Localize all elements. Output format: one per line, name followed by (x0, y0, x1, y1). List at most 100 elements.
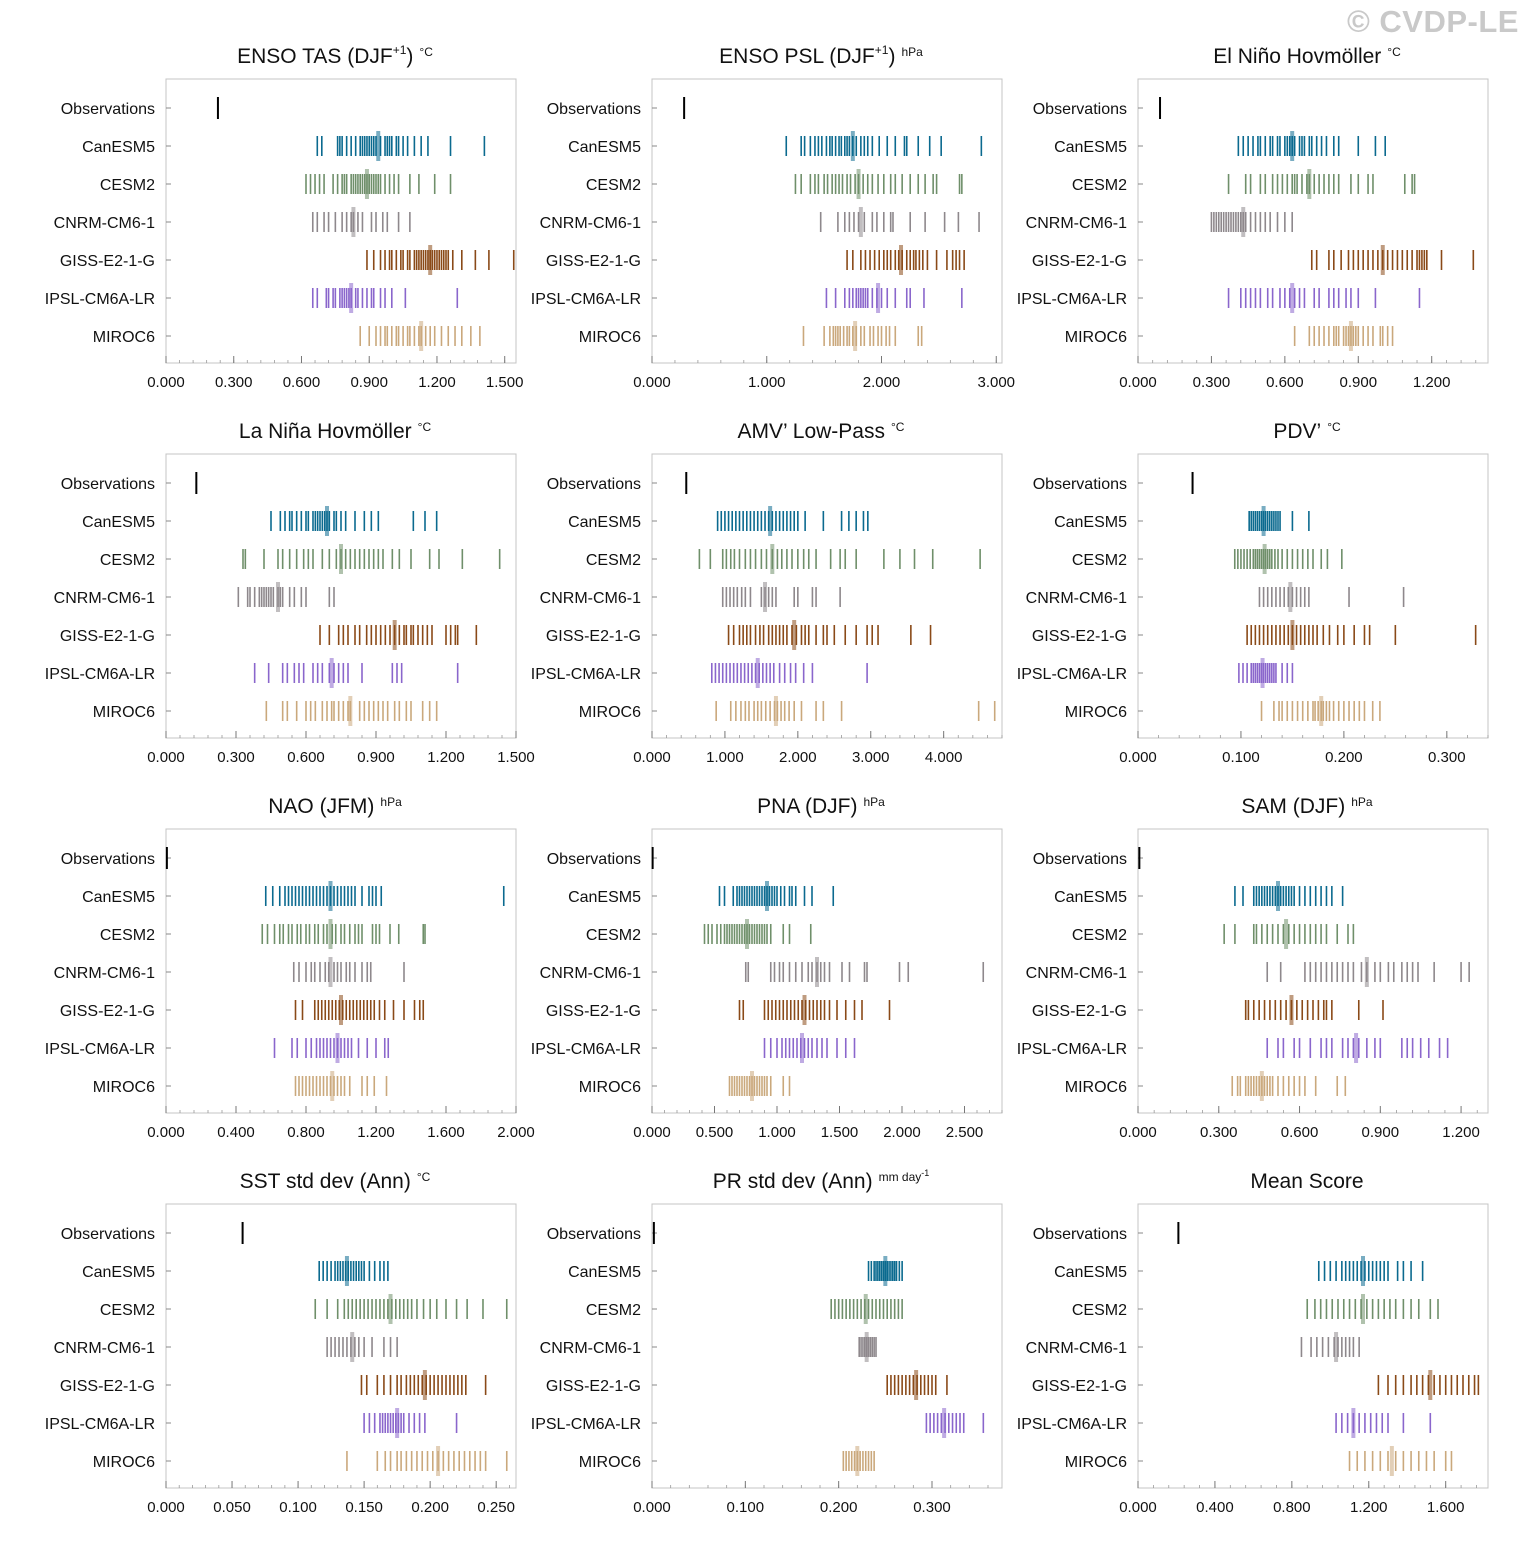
units-label: hPa (1351, 795, 1373, 809)
row-label-cnrm-cm6-1: CNRM-CM6-1 (1026, 215, 1127, 232)
panel-title: PR std dev (Ann) mm day-1 (713, 1168, 930, 1193)
row-label-giss-e2-1-g: GISS-E2-1-G (1032, 1378, 1127, 1395)
row-label-observations: Observations (547, 1226, 641, 1243)
row-label-ipsl-cm6a-lr: IPSL-CM6A-LR (1017, 666, 1127, 683)
units-label: °C (417, 1170, 431, 1184)
panel-pdv: PDV’ °C Observations CanESM5 CESM2 CNRM-CM6-1… (1017, 420, 1489, 766)
series-giss-e2-1-g (727, 620, 932, 650)
row-label-giss-e2-1-g: GISS-E2-1-G (60, 628, 155, 645)
x-tick-label: 0.900 (350, 374, 388, 391)
row-label-cesm2: CESM2 (100, 177, 155, 194)
x-tick-label: 0.000 (633, 1124, 671, 1141)
x-tick-label: 0.100 (279, 1499, 317, 1516)
row-label-miroc6: MIROC6 (1065, 329, 1127, 346)
plot-frame (165, 1203, 517, 1489)
row-label-cnrm-cm6-1: CNRM-CM6-1 (540, 965, 641, 982)
x-tick-label: 0.800 (287, 1124, 325, 1141)
series-ipsl-cm6a-lr (363, 1408, 458, 1438)
series-canesm5 (316, 131, 486, 161)
x-tick-label: 1.200 (1350, 1499, 1388, 1516)
series-ipsl-cm6a-lr (1266, 1033, 1449, 1063)
row-label-canesm5: CanESM5 (82, 514, 155, 531)
series-cesm2 (242, 544, 501, 574)
series-miroc6 (265, 696, 438, 726)
x-tick-label: 0.400 (1196, 1499, 1234, 1516)
row-label-observations: Observations (1033, 851, 1127, 868)
x-tick-label: 1.200 (1413, 374, 1451, 391)
panel-title: El Niño Hovmöller °C (1213, 45, 1401, 68)
series-miroc6 (802, 321, 923, 351)
x-tick-label: 0.050 (213, 1499, 251, 1516)
series-cnrm-cm6-1 (292, 957, 405, 987)
row-label-cesm2: CESM2 (100, 927, 155, 944)
row-label-cnrm-cm6-1: CNRM-CM6-1 (540, 590, 641, 607)
x-tick-label: 2.000 (497, 1124, 535, 1141)
row-label-miroc6: MIROC6 (579, 329, 641, 346)
series-giss-e2-1-g (366, 245, 515, 275)
x-tick-label: 0.000 (147, 749, 185, 766)
series-canesm5 (270, 506, 438, 536)
row-label-ipsl-cm6a-lr: IPSL-CM6A-LR (1017, 1041, 1127, 1058)
series-cesm2 (794, 169, 963, 199)
panel-nao-jfm: NAO (JFM) hPa Observations CanESM5 CESM2 CNRM… (45, 795, 535, 1141)
x-tick-label: 0.000 (1119, 374, 1157, 391)
x-tick-label: 0.100 (1222, 749, 1260, 766)
row-label-observations: Observations (547, 101, 641, 118)
series-cnrm-cm6-1 (1266, 957, 1470, 987)
x-tick-label: 1.200 (357, 1124, 395, 1141)
x-tick-label: 0.200 (411, 1499, 449, 1516)
x-tick-label: 1.500 (486, 374, 524, 391)
row-label-giss-e2-1-g: GISS-E2-1-G (60, 1003, 155, 1020)
row-label-cnrm-cm6-1: CNRM-CM6-1 (540, 215, 641, 232)
series-cnrm-cm6-1 (326, 1332, 398, 1362)
row-label-ipsl-cm6a-lr: IPSL-CM6A-LR (45, 666, 155, 683)
series-miroc6 (346, 1446, 508, 1476)
row-label-cesm2: CESM2 (586, 552, 641, 569)
x-tick-label: 1.500 (497, 749, 535, 766)
x-tick-label: 0.000 (147, 374, 185, 391)
series-miroc6 (728, 1071, 791, 1101)
x-tick-label: 0.150 (345, 1499, 383, 1516)
row-label-giss-e2-1-g: GISS-E2-1-G (546, 1003, 641, 1020)
row-label-observations: Observations (61, 1226, 155, 1243)
panel-enso-tas-djf: ENSO TAS (DJF+1) °C Observations CanESM5 CES… (45, 43, 524, 391)
x-tick-label: 0.000 (633, 749, 671, 766)
panel-title: Mean Score (1250, 1170, 1363, 1193)
plot-frame (651, 1203, 1003, 1489)
x-tick-label: 0.250 (477, 1499, 515, 1516)
row-label-observations: Observations (547, 851, 641, 868)
x-tick-label: 0.300 (215, 374, 253, 391)
plot-frame (651, 453, 1003, 739)
series-canesm5 (867, 1256, 903, 1286)
row-label-cesm2: CESM2 (100, 552, 155, 569)
series-miroc6 (842, 1446, 875, 1476)
units-label: °C (1387, 45, 1401, 59)
row-label-canesm5: CanESM5 (1054, 1264, 1127, 1281)
series-ipsl-cm6a-lr (710, 658, 868, 688)
x-tick-label: 0.600 (283, 374, 321, 391)
x-tick-label: 0.300 (217, 749, 255, 766)
x-tick-label: 0.000 (633, 1499, 671, 1516)
series-giss-e2-1-g (360, 1370, 487, 1400)
series-ipsl-cm6a-lr (825, 283, 963, 313)
series-cnrm-cm6-1 (237, 582, 335, 612)
x-tick-label: 0.200 (1325, 749, 1363, 766)
plot-frame (1137, 1203, 1489, 1489)
x-tick-label: 3.000 (977, 374, 1015, 391)
row-label-canesm5: CanESM5 (82, 139, 155, 156)
units-label: °C (1327, 420, 1341, 434)
x-tick-label: 0.600 (1266, 374, 1304, 391)
panel-title: SST std dev (Ann) °C (240, 1170, 431, 1193)
series-cnrm-cm6-1 (311, 207, 411, 237)
series-cesm2 (1233, 544, 1343, 574)
x-tick-label: 0.300 (1193, 374, 1231, 391)
x-tick-label: 0.100 (727, 1499, 765, 1516)
x-tick-label: 0.600 (1281, 1124, 1319, 1141)
x-tick-label: 1.000 (758, 1124, 796, 1141)
panel-title: ENSO TAS (DJF+1) °C (237, 43, 433, 68)
plot-frame (651, 78, 1003, 364)
row-label-giss-e2-1-g: GISS-E2-1-G (546, 253, 641, 270)
row-label-canesm5: CanESM5 (568, 889, 641, 906)
panel-mean-score: Mean Score Observations CanESM5 CESM2 CNRM-C… (1017, 1170, 1489, 1516)
row-label-miroc6: MIROC6 (93, 1454, 155, 1471)
